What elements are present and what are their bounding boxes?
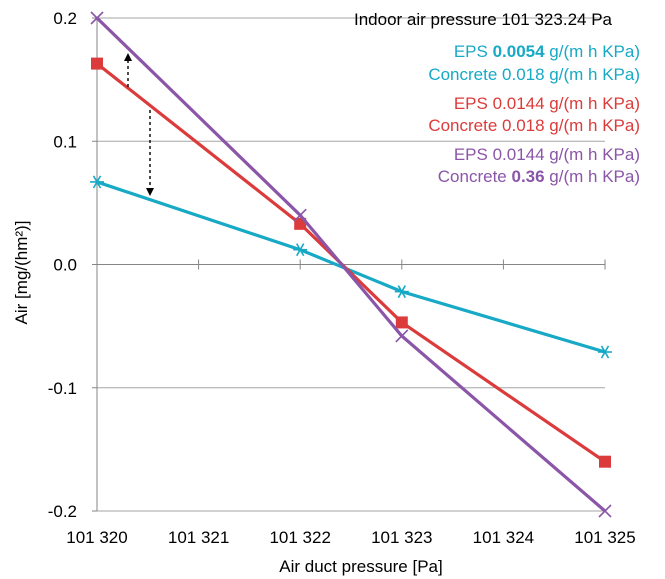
data-point [599, 455, 611, 468]
x-axis-label: Air duct pressure [Pa] [279, 557, 442, 576]
data-point [90, 175, 104, 189]
data-point [394, 285, 409, 299]
legend-entry: Concrete 0.018 g/(m h KPa) [428, 65, 640, 84]
legend-entry: Concrete 0.36 g/(m h KPa) [438, 167, 640, 186]
y-axis-label: Air [mg/(hm²)] [12, 221, 31, 325]
legend-entry: EPS 0.0144 g/(m h KPa) [454, 145, 640, 164]
axes [92, 17, 606, 512]
x-tick-label: 101 324 [473, 528, 534, 547]
x-tick-label: 101 323 [371, 528, 432, 547]
data-point [395, 329, 409, 343]
y-tick-label: 0.0 [53, 256, 77, 275]
y-tick-label: 0.1 [53, 132, 77, 151]
data-point [91, 57, 103, 70]
indoor-pressure-annotation: Indoor air pressure 101 323.24 Pa [354, 10, 613, 29]
data-point [293, 243, 308, 257]
legend-entry: EPS 0.0054 g/(m h KPa) [454, 42, 640, 61]
series-line [95, 16, 607, 513]
x-tick-label: 101 322 [269, 528, 330, 547]
y-tick-label: -0.1 [48, 379, 77, 398]
series-group [90, 11, 612, 518]
x-tick-label: 101 321 [168, 528, 229, 547]
data-point [598, 504, 612, 518]
x-tick-label: 101 325 [574, 528, 635, 547]
series-2 [90, 11, 612, 518]
arrows [124, 53, 154, 196]
y-tick-label: -0.2 [48, 502, 77, 521]
gridlines [97, 17, 605, 512]
data-point [598, 345, 612, 359]
arrow-down [146, 110, 154, 196]
series-0 [90, 175, 612, 359]
y-tick-label: 0.2 [53, 9, 77, 28]
data-point [90, 11, 104, 25]
x-tick-label: 101 320 [66, 528, 127, 547]
arrow-up [124, 53, 132, 87]
legend-entry: EPS 0.0144 g/(m h KPa) [454, 94, 640, 113]
legend: EPS 0.0054 g/(m h KPa) Concrete 0.018 g/(… [428, 42, 640, 186]
tick-labels: -0.2 -0.1 0.0 0.1 0.2 101 320 101 321 101 322 10… [48, 9, 636, 547]
data-point [293, 208, 307, 222]
legend-entry: Concrete 0.018 g/(m h KPa) [428, 116, 640, 135]
series-line [96, 180, 606, 354]
data-point [395, 316, 408, 329]
